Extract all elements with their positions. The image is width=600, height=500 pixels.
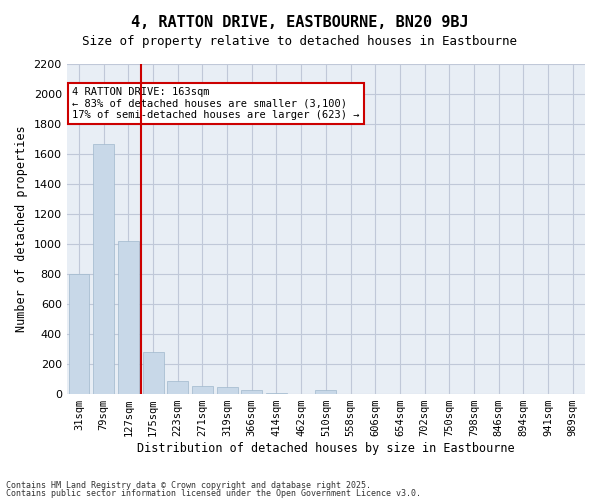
Bar [217, 386, 238, 394]
Y-axis label: Number of detached properties: Number of detached properties [15, 126, 28, 332]
X-axis label: Distribution of detached houses by size in Eastbourne: Distribution of detached houses by size … [137, 442, 515, 455]
Bar [143, 352, 164, 394]
Bar [241, 390, 262, 394]
Bar [192, 386, 213, 394]
Text: Contains HM Land Registry data © Crown copyright and database right 2025.: Contains HM Land Registry data © Crown c… [6, 481, 371, 490]
Text: Size of property relative to detached houses in Eastbourne: Size of property relative to detached ho… [83, 35, 517, 48]
Bar [167, 380, 188, 394]
Bar [316, 390, 337, 394]
Bar [118, 241, 139, 394]
Bar [266, 392, 287, 394]
Text: Contains public sector information licensed under the Open Government Licence v3: Contains public sector information licen… [6, 488, 421, 498]
Bar [93, 144, 114, 394]
Bar [68, 274, 89, 394]
Text: 4 RATTON DRIVE: 163sqm
← 83% of detached houses are smaller (3,100)
17% of semi-: 4 RATTON DRIVE: 163sqm ← 83% of detached… [72, 87, 359, 120]
Text: 4, RATTON DRIVE, EASTBOURNE, BN20 9BJ: 4, RATTON DRIVE, EASTBOURNE, BN20 9BJ [131, 15, 469, 30]
